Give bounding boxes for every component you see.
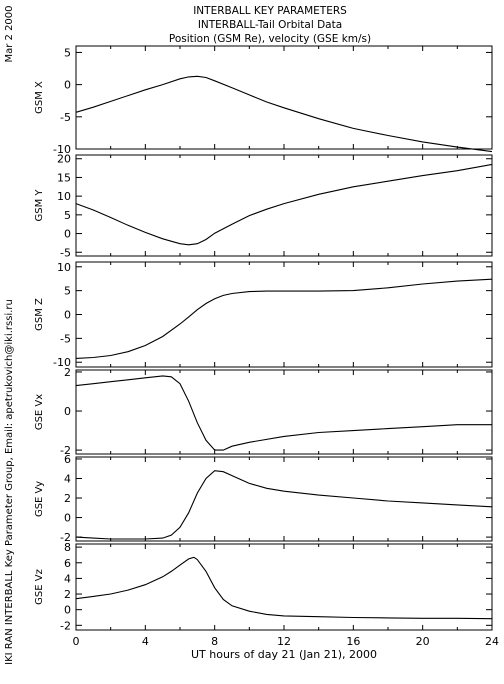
- y-tick-label: 10: [57, 190, 71, 203]
- x-tick-label: 0: [73, 635, 80, 648]
- y-axis-title: GSM X: [34, 81, 45, 114]
- y-tick-label: -2: [60, 619, 71, 632]
- y-tick-label: 4: [64, 472, 71, 485]
- y-tick-label: 0: [64, 79, 71, 92]
- y-tick-label: 2: [64, 366, 71, 379]
- y-tick-label: 0: [64, 309, 71, 322]
- series-line: [75, 278, 493, 359]
- credit-text: IKI RAN INTERBALL Key Parameter Group, E…: [4, 299, 15, 665]
- y-tick-label: 5: [64, 209, 71, 222]
- y-tick-label: -5: [60, 246, 71, 259]
- x-tick-label: 24: [485, 635, 499, 648]
- x-tick-label: 4: [142, 635, 149, 648]
- y-tick-label: 10: [57, 261, 71, 274]
- y-tick-label: -5: [60, 111, 71, 124]
- header-line-3: Position (GSM Re), velocity (GSE km/s): [169, 33, 371, 45]
- series-line: [75, 75, 493, 153]
- y-axis-title: GSM Z: [34, 298, 45, 331]
- y-tick-label: -2: [60, 531, 71, 544]
- header-line-2: INTERBALL-Tail Orbital Data: [198, 19, 342, 31]
- y-axis-title: GSE Vy: [34, 481, 45, 517]
- series-line: [75, 556, 493, 620]
- y-tick-label: 4: [64, 572, 71, 585]
- x-tick-label: 20: [416, 635, 430, 648]
- y-tick-label: 0: [64, 512, 71, 525]
- y-tick-label: 0: [64, 405, 71, 418]
- y-axis-title: GSE Vz: [34, 569, 45, 605]
- x-tick-label: 12: [277, 635, 291, 648]
- y-tick-label: 5: [64, 46, 71, 59]
- x-axis-title: UT hours of day 21 (Jan 21), 2000: [191, 648, 377, 661]
- y-tick-label: 15: [57, 171, 71, 184]
- y-tick-label: 20: [57, 153, 71, 166]
- y-tick-label: -5: [60, 332, 71, 345]
- y-tick-label: 2: [64, 588, 71, 601]
- panel-frame: [75, 261, 493, 368]
- panel-frame: [75, 456, 493, 542]
- y-axis-title: GSM Y: [34, 189, 45, 222]
- y-axis-title: GSE Vx: [34, 394, 45, 430]
- y-tick-label: -10: [53, 143, 71, 156]
- x-tick-label: 8: [211, 635, 218, 648]
- y-tick-label: 5: [64, 285, 71, 298]
- series-line: [75, 470, 493, 540]
- y-tick-label: 2: [64, 492, 71, 505]
- panel-frame: [75, 369, 493, 455]
- y-tick-label: -2: [60, 444, 71, 457]
- y-tick-label: 0: [64, 604, 71, 617]
- y-tick-label: 6: [64, 557, 71, 570]
- panel-frame: [75, 45, 493, 150]
- header-line-1: INTERBALL KEY PARAMETERS: [193, 5, 347, 17]
- series-line: [75, 375, 492, 451]
- y-tick-label: 6: [64, 453, 71, 466]
- y-tick-label: -10: [53, 356, 71, 369]
- y-tick-label: 8: [64, 541, 71, 554]
- panel-frame: [75, 154, 493, 257]
- x-tick-label: 16: [346, 635, 360, 648]
- series-line: [75, 163, 493, 246]
- y-tick-label: 0: [64, 228, 71, 241]
- date-stamp: Mar 2 2000: [4, 5, 15, 62]
